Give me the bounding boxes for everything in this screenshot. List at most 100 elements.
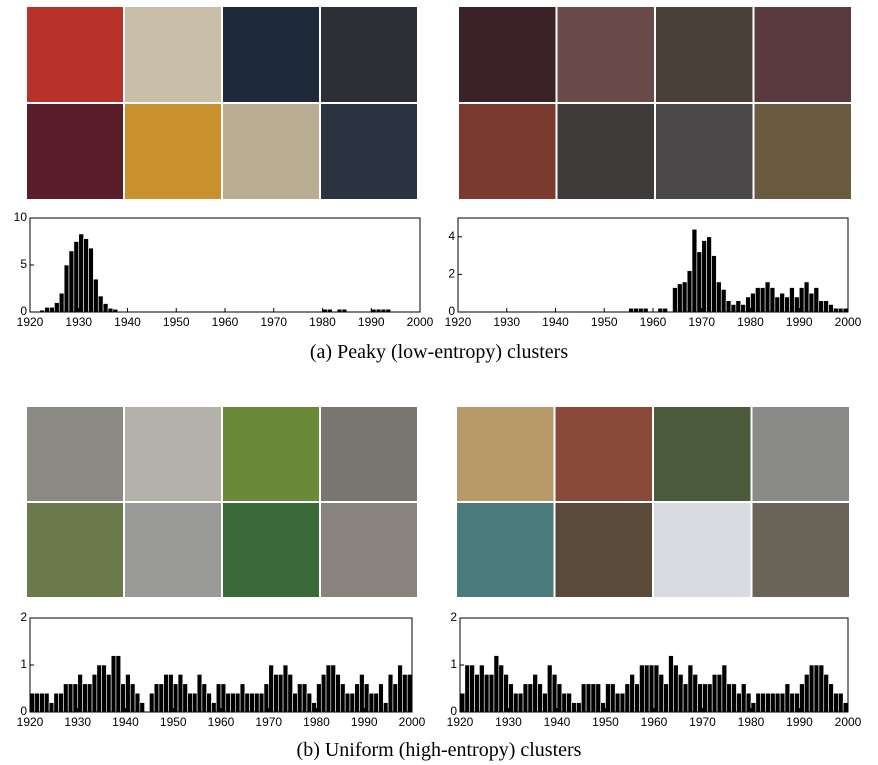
bar [538, 684, 543, 712]
bar [629, 308, 634, 312]
bar [638, 308, 643, 312]
bar [736, 693, 741, 712]
bar [235, 693, 240, 712]
bar [50, 307, 55, 312]
bar [355, 684, 360, 712]
bar [74, 242, 79, 313]
x-tick-label: 1960 [212, 315, 239, 329]
bar [523, 684, 528, 712]
bar [221, 684, 226, 712]
bar [678, 674, 683, 712]
bar [775, 693, 780, 712]
bar [326, 665, 331, 712]
bar [111, 656, 116, 712]
bar [216, 684, 221, 712]
bar [751, 293, 756, 312]
bar [331, 665, 336, 712]
x-tick-label: 1990 [786, 315, 813, 329]
x-tick-label: 1970 [688, 315, 715, 329]
x-tick-label: 1990 [786, 715, 813, 729]
bar [576, 703, 581, 712]
bar [770, 288, 775, 312]
bar [567, 693, 572, 712]
image-tile [125, 407, 221, 501]
bar [40, 693, 45, 712]
bar [30, 693, 35, 712]
bar [682, 282, 687, 312]
bar [790, 288, 795, 312]
bar [794, 297, 799, 312]
bar [89, 248, 94, 312]
x-tick-label: 1920 [447, 715, 474, 729]
bar [188, 693, 193, 712]
bar [388, 674, 393, 712]
bar [135, 693, 140, 712]
bar [824, 674, 829, 712]
bar [154, 684, 159, 712]
bar [620, 693, 625, 712]
bar [824, 301, 829, 312]
bar [683, 684, 688, 712]
bar [49, 703, 54, 712]
image-tile [321, 407, 417, 501]
image-tile [125, 503, 221, 597]
x-tick-label: 1990 [351, 715, 378, 729]
bar [79, 234, 84, 312]
bar [465, 665, 470, 712]
x-tick-label: 1950 [591, 315, 618, 329]
bar [697, 252, 702, 312]
bar [528, 684, 533, 712]
caption: (b) Uniform (high-entropy) clusters [297, 739, 582, 761]
bar [484, 674, 489, 712]
bar [799, 288, 804, 312]
x-tick-label: 1950 [160, 715, 187, 729]
bar [264, 684, 269, 712]
bar [231, 693, 236, 712]
bar [54, 303, 59, 312]
image-tile [223, 104, 319, 199]
bar [698, 684, 703, 712]
bar [581, 684, 586, 712]
bar [804, 674, 809, 712]
bar [226, 693, 231, 712]
bar [819, 301, 824, 312]
bar [68, 684, 73, 712]
bar [663, 308, 668, 312]
image-tile [558, 7, 655, 102]
bar [601, 703, 606, 712]
bar [717, 674, 722, 712]
caption: (a) Peaky (low-entropy) clusters [310, 341, 568, 363]
bar [130, 684, 135, 712]
bar [785, 684, 790, 712]
bar [374, 693, 379, 712]
bar [547, 665, 552, 712]
bar [703, 684, 708, 712]
y-tick-label: 5 [20, 257, 27, 271]
bar [93, 279, 98, 312]
bar [673, 665, 678, 712]
bar [499, 665, 504, 712]
bar [293, 693, 298, 712]
bar [804, 282, 809, 312]
bar [746, 693, 751, 712]
x-tick-label: 1930 [493, 315, 520, 329]
bar [288, 674, 293, 712]
bar [103, 304, 108, 312]
bar [809, 665, 814, 712]
bar [336, 674, 341, 712]
bar [240, 684, 245, 712]
image-tile [125, 7, 221, 102]
bar [302, 684, 307, 712]
bar [761, 693, 766, 712]
image-tile [654, 407, 751, 501]
bar [562, 693, 567, 712]
bar [460, 693, 465, 712]
bar [59, 693, 64, 712]
bar [369, 693, 374, 712]
image-tile [753, 407, 850, 501]
bar [630, 674, 635, 712]
bar [149, 693, 154, 712]
bar [687, 271, 692, 312]
bar [716, 282, 721, 312]
x-tick-label: 1980 [303, 715, 330, 729]
